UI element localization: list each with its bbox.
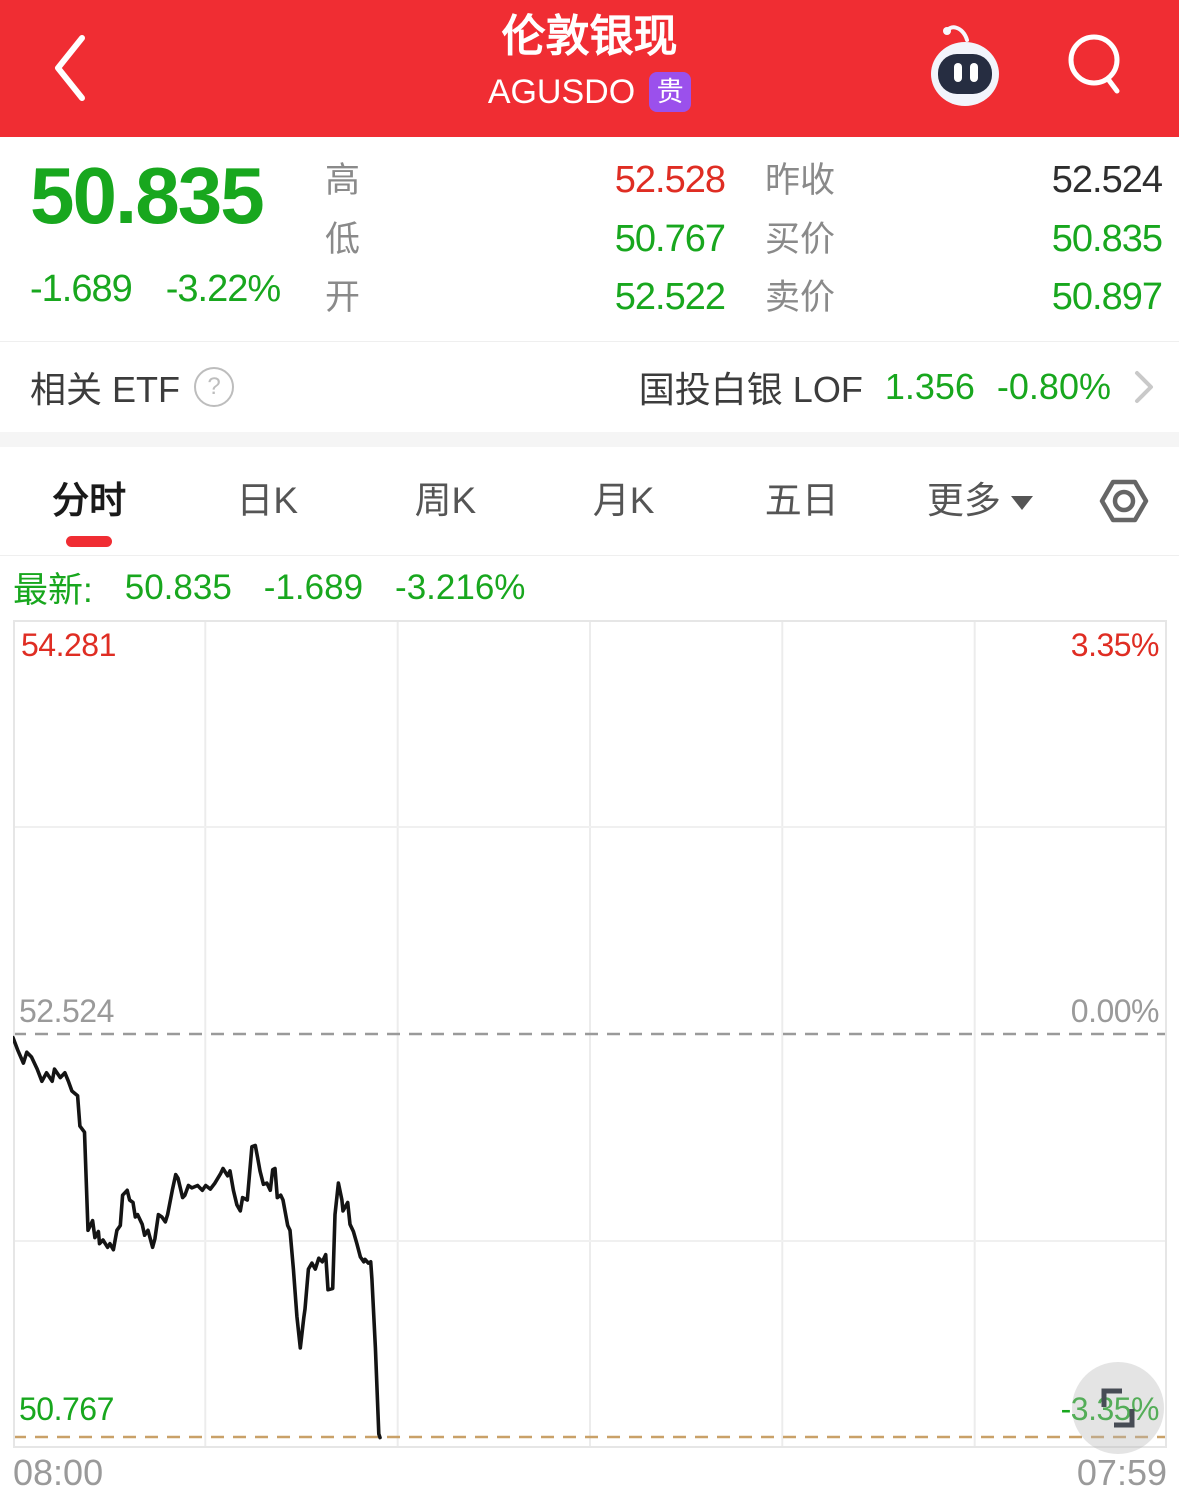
- y-axis-low-pct: -3.35%: [1060, 1391, 1160, 1427]
- ask-value: 50.897: [1051, 276, 1163, 318]
- x-axis-end-time: 07:59: [1076, 1452, 1167, 1493]
- y-axis-high-price: 54.281: [21, 627, 116, 663]
- related-etf-row[interactable]: 相关 ETF ? 国投白银 LOF 1.356 -0.80%: [0, 342, 1179, 432]
- divider: [0, 555, 1179, 556]
- stat-ask: 卖价 50.897: [765, 276, 1163, 318]
- low-value: 50.767: [614, 217, 726, 260]
- app-header: 伦敦银现 AGUSDO 贵: [0, 0, 1179, 137]
- tab-more[interactable]: 更多: [891, 447, 1069, 555]
- divider: [0, 341, 1179, 342]
- tab-daily-k[interactable]: 日K: [236, 480, 299, 521]
- etf-price: 1.356: [884, 366, 975, 407]
- y-axis-low-price: 50.767: [19, 1391, 114, 1427]
- chart-settings-icon[interactable]: [1096, 473, 1152, 529]
- stat-high: 高 52.528: [325, 159, 726, 201]
- symbol-label: AGUSDO: [487, 73, 636, 111]
- minute-chart[interactable]: 54.281 3.35% 52.524 0.00% 50.767 -3.35%: [13, 620, 1167, 1448]
- latest-quote-row: 最新: 50.835 -1.689 -3.216%: [13, 556, 557, 619]
- tab-five-day[interactable]: 五日: [764, 480, 839, 521]
- latest-change: -1.689: [263, 567, 364, 607]
- latest-pct: -3.216%: [395, 567, 526, 607]
- related-etf-label: 相关 ETF: [30, 369, 180, 410]
- open-value: 52.522: [614, 276, 726, 318]
- high-value: 52.528: [614, 159, 726, 201]
- latest-label: 最新:: [13, 571, 93, 610]
- x-axis-start-time: 08:00: [13, 1452, 104, 1493]
- y-axis-zero-pct: 0.00%: [1070, 993, 1160, 1029]
- section-separator: [0, 432, 1179, 447]
- stat-open: 开 52.522: [325, 276, 726, 318]
- minute-chart-svg: [13, 620, 1167, 1448]
- tab-minute[interactable]: 分时: [0, 447, 178, 555]
- price-change-pct: -3.22%: [165, 268, 281, 310]
- stat-prev-close: 昨收 52.524: [765, 159, 1163, 201]
- stat-low: 低 50.767: [325, 217, 726, 260]
- tab-weekly-k[interactable]: 周K: [414, 480, 477, 521]
- tab-monthly-k[interactable]: 月K: [592, 480, 655, 521]
- last-price: 50.835: [30, 151, 265, 240]
- rotate-landscape-button[interactable]: [1072, 1362, 1164, 1454]
- caret-down-icon: [1010, 496, 1033, 511]
- chevron-right-icon: [1135, 371, 1153, 403]
- rotate-landscape-icon: [1101, 1388, 1135, 1428]
- page-title: 伦敦银现: [501, 12, 678, 61]
- etf-name: 国投白银 LOF: [638, 369, 863, 410]
- chart-tab-bar: 分时 日K 周K 月K 五日 更多: [0, 447, 1179, 555]
- stats-column-right: 昨收 52.524 买价 50.835 卖价 50.897: [765, 152, 1163, 320]
- price-change-row: -1.689 -3.22%: [30, 268, 314, 311]
- stat-bid: 买价 50.835: [765, 217, 1163, 260]
- precious-metal-badge: 贵: [649, 72, 692, 112]
- price-change: -1.689: [30, 268, 133, 310]
- y-axis-prevclose-price: 52.524: [19, 993, 114, 1029]
- search-icon[interactable]: [1060, 28, 1132, 104]
- y-axis-high-pct: 3.35%: [1070, 627, 1160, 663]
- back-icon[interactable]: [48, 28, 92, 108]
- etf-change-pct: -0.80%: [996, 366, 1111, 407]
- help-icon[interactable]: ?: [194, 367, 234, 407]
- ai-assistant-icon[interactable]: [925, 18, 1005, 114]
- stats-column-left: 高 52.528 低 50.767 开 52.522: [325, 152, 726, 320]
- prev-close-value: 52.524: [1051, 159, 1163, 201]
- x-axis: 08:00 07:59: [13, 1452, 1167, 1494]
- latest-price: 50.835: [124, 567, 232, 607]
- bid-value: 50.835: [1051, 217, 1163, 260]
